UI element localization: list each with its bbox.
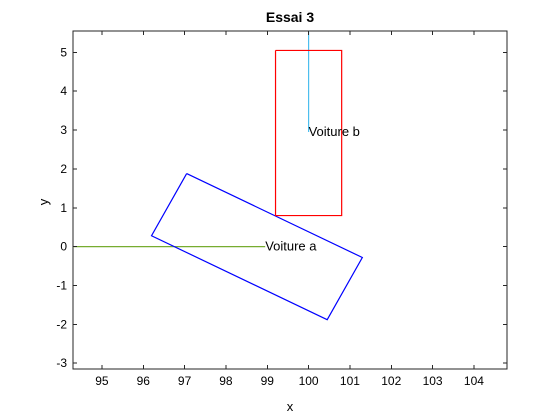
y-tick-label: 0 xyxy=(60,240,67,254)
y-tick-label: 3 xyxy=(60,123,67,137)
x-tick-label: 99 xyxy=(261,374,275,388)
x-tick-label: 96 xyxy=(137,374,151,388)
x-tick-label: 95 xyxy=(95,374,109,388)
y-tick-label: -2 xyxy=(56,317,67,331)
ticks-layer: 95 96 97 98 99 100 101 102 103 104 -3 -2 -1 0 1 2 3 4 5 xyxy=(56,31,507,388)
x-tick-label: 102 xyxy=(381,374,401,388)
series-layer xyxy=(73,31,364,321)
series-line-3 xyxy=(150,173,364,321)
chart-title: Essai 3 xyxy=(266,9,314,25)
y-tick-label: 1 xyxy=(60,201,67,215)
y-tick-label: 2 xyxy=(60,162,67,176)
plot-area: 95 96 97 98 99 100 101 102 103 104 -3 -2 -1 0 1 2 3 4 5 Vo… xyxy=(56,30,508,388)
x-tick-label: 100 xyxy=(299,374,319,388)
annotation-label-2: Voiture b xyxy=(309,124,360,139)
annotations-layer: Voiture a Voiture b xyxy=(265,124,360,254)
y-tick-label: -1 xyxy=(56,278,67,292)
y-tick-label: -3 xyxy=(56,356,67,370)
y-tick-label: 4 xyxy=(60,84,67,98)
x-axis-label: x xyxy=(287,399,294,414)
annotation-label-1: Voiture a xyxy=(265,239,317,254)
x-tick-label: 97 xyxy=(178,374,192,388)
y-axis-label: y xyxy=(36,198,51,205)
series-line-4 xyxy=(274,49,343,217)
x-tick-label: 103 xyxy=(423,374,443,388)
x-tick-label: 101 xyxy=(340,374,360,388)
x-tick-label: 104 xyxy=(464,374,484,388)
y-tick-label: 5 xyxy=(60,45,67,59)
axes-box xyxy=(72,30,508,370)
x-tick-label: 98 xyxy=(219,374,233,388)
